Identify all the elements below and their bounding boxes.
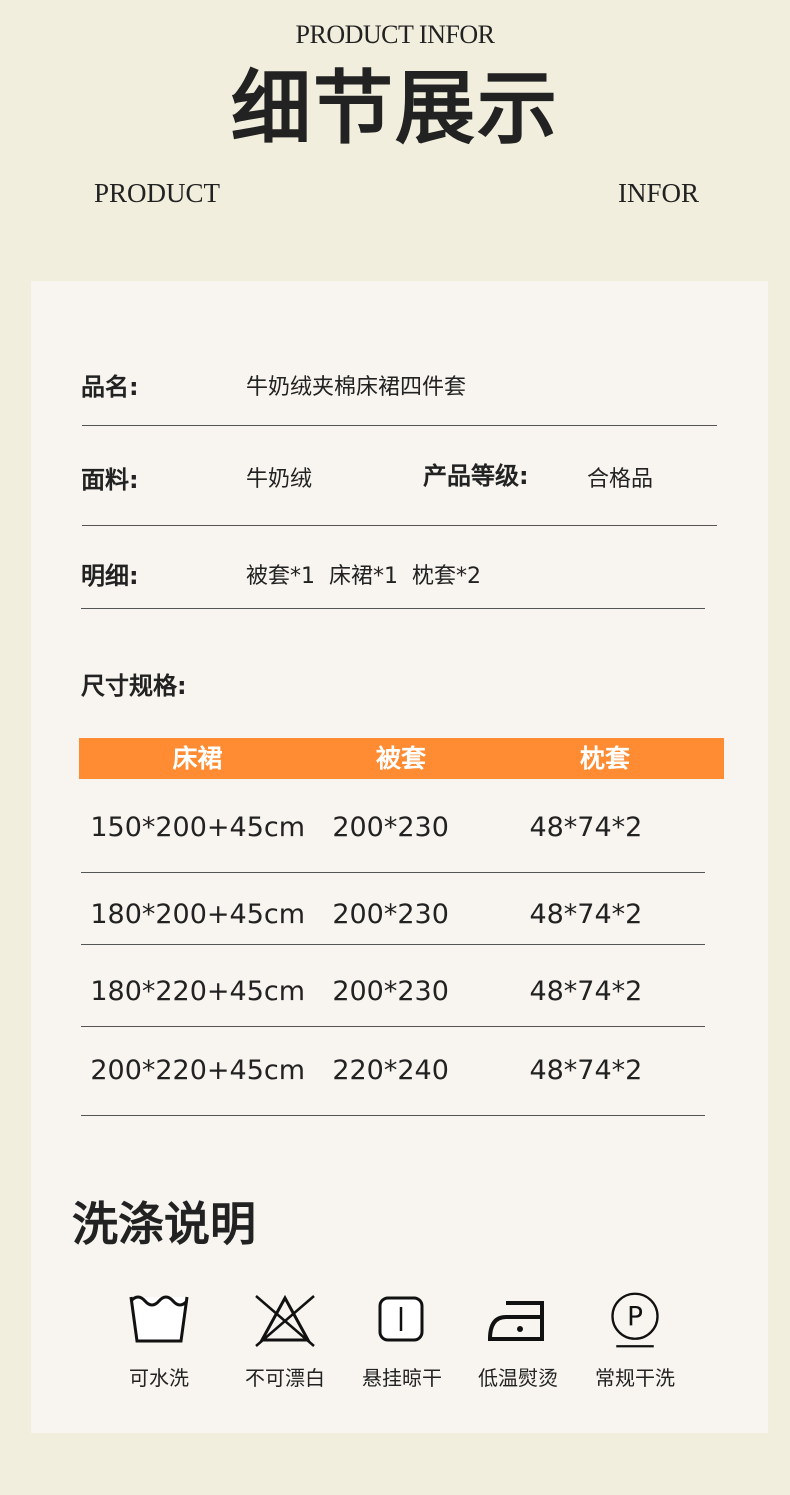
divider: [81, 944, 705, 945]
care-label: 低温熨烫: [478, 1366, 558, 1390]
divider: [82, 525, 717, 526]
detail-label: 明细:: [81, 562, 139, 590]
care-label: 常规干洗: [595, 1366, 675, 1390]
care-label: 可水洗: [129, 1366, 189, 1390]
info-card: [31, 281, 768, 1433]
care-title: 洗涤说明: [72, 1197, 256, 1251]
cell: 200*230: [332, 976, 449, 1007]
header-duvet: 被套: [375, 744, 426, 773]
cell: 200*220+45cm: [90, 1055, 306, 1086]
cell: 48*74*2: [529, 976, 643, 1007]
divider: [81, 1026, 705, 1027]
care-item: 低温熨烫: [453, 1290, 583, 1391]
grade-value: 合格品: [587, 467, 654, 492]
header-bed-skirt: 床裙: [172, 744, 223, 773]
no-bleach-icon: [255, 1294, 315, 1347]
fabric-label: 面料:: [81, 466, 139, 494]
cell: 220*240: [332, 1055, 449, 1086]
cell: 180*200+45cm: [90, 899, 306, 930]
detail-value: 被套*1 床裙*1 枕套*2: [246, 564, 481, 589]
table-row: 150*200+45cm 200*230 48*74*2: [81, 812, 705, 843]
cell: 48*74*2: [529, 899, 643, 930]
page-title: 细节展示: [231, 62, 559, 155]
divider: [81, 1115, 705, 1116]
header-right-text: INFOR: [618, 178, 700, 208]
care-item: 不可漂白: [220, 1290, 350, 1391]
care-item: 可水洗: [94, 1290, 224, 1391]
svg-text:P: P: [627, 1303, 643, 1333]
hang-dry-icon: [378, 1296, 424, 1342]
washable-icon: [129, 1295, 189, 1343]
care-item: 悬挂晾干: [337, 1290, 467, 1391]
fabric-value: 牛奶绒: [246, 467, 313, 492]
name-value: 牛奶绒夹棉床裙四件套: [246, 375, 467, 400]
table-row: 200*220+45cm 220*240 48*74*2: [81, 1055, 705, 1086]
cell: 48*74*2: [529, 812, 643, 843]
table-row: 180*220+45cm 200*230 48*74*2: [81, 976, 705, 1007]
care-label: 悬挂晾干: [362, 1366, 442, 1390]
low-iron-icon: [487, 1301, 544, 1341]
header-pillowcase: 枕套: [579, 744, 630, 773]
care-label: 不可漂白: [245, 1366, 325, 1390]
table-row: 180*200+45cm 200*230 48*74*2: [81, 899, 705, 930]
grade-label: 产品等级:: [423, 462, 529, 490]
header-left-text: PRODUCT: [94, 178, 221, 208]
cell: 200*230: [332, 812, 449, 843]
size-label: 尺寸规格:: [81, 672, 187, 700]
care-item: P 常规干洗: [570, 1290, 700, 1391]
name-label: 品名:: [81, 373, 139, 401]
divider: [81, 608, 705, 609]
size-table-header: 床裙 被套 枕套: [79, 738, 724, 779]
cell: 48*74*2: [529, 1055, 643, 1086]
divider: [82, 425, 717, 426]
cell: 150*200+45cm: [90, 812, 306, 843]
cell: 180*220+45cm: [90, 976, 306, 1007]
divider: [81, 872, 705, 873]
cell: 200*230: [332, 899, 449, 930]
dry-clean-p-icon: P: [611, 1292, 659, 1348]
header-subtitle: PRODUCT INFOR: [295, 20, 495, 49]
